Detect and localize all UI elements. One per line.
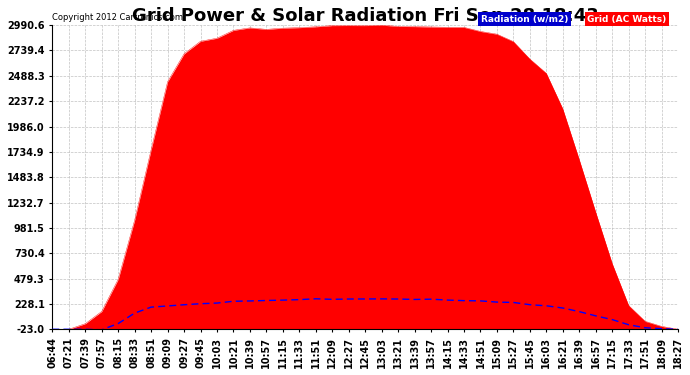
Text: Copyright 2012 Cartronics.com: Copyright 2012 Cartronics.com: [52, 13, 184, 22]
Text: Radiation (w/m2): Radiation (w/m2): [481, 15, 569, 24]
Text: Grid (AC Watts): Grid (AC Watts): [587, 15, 667, 24]
Title: Grid Power & Solar Radiation Fri Sep 28 18:43: Grid Power & Solar Radiation Fri Sep 28 …: [132, 7, 598, 25]
